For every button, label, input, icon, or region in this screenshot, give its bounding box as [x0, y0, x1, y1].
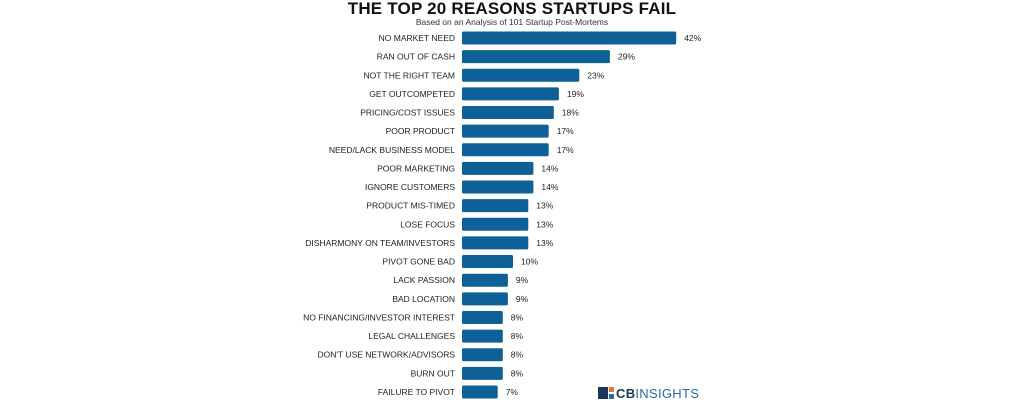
logo-text-insights: INSIGHTS — [635, 385, 700, 401]
category-label: POOR MARKETING — [377, 163, 455, 173]
category-label: GET OUTCOMPETED — [369, 89, 455, 99]
bar — [462, 180, 534, 194]
bar — [462, 348, 503, 362]
category-label: PRODUCT MIS-TIMED — [366, 201, 455, 211]
bar — [462, 217, 529, 231]
data-label: 14% — [541, 163, 558, 173]
data-label: 19% — [567, 89, 584, 99]
category-label: NOT THE RIGHT TEAM — [364, 70, 455, 80]
category-label: LEGAL CHALLENGES — [368, 331, 455, 341]
data-label: 13% — [536, 201, 553, 211]
bar — [462, 106, 554, 120]
data-label: 9% — [516, 275, 529, 285]
bar — [462, 292, 508, 306]
data-label: 42% — [684, 33, 701, 43]
category-label: DON'T USE NETWORK/ADVISORS — [318, 350, 456, 360]
data-label: 8% — [511, 350, 524, 360]
chart-subtitle: Based on an Analysis of 101 Startup Post… — [415, 17, 609, 27]
data-label: 9% — [516, 294, 529, 304]
bar — [462, 31, 677, 45]
logo-text-cb: CB — [616, 385, 636, 401]
bar — [462, 255, 513, 269]
data-label: 8% — [511, 368, 524, 378]
data-label: 17% — [557, 126, 574, 136]
category-label: NEED/LACK BUSINESS MODEL — [329, 145, 455, 155]
category-label: RAN OUT OF CASH — [377, 52, 455, 62]
category-label: BURN OUT — [411, 368, 455, 378]
category-label: DISHARMONY ON TEAM/INVESTORS — [305, 238, 455, 248]
data-label: 14% — [541, 182, 558, 192]
data-label: 29% — [618, 52, 635, 62]
category-label: PRICING/COST ISSUES — [360, 108, 455, 118]
bar — [462, 329, 503, 343]
chart-title: THE TOP 20 REASONS STARTUPS FAIL — [347, 0, 677, 18]
bar — [462, 68, 580, 82]
bar — [462, 273, 508, 287]
data-label: 17% — [557, 145, 574, 155]
data-label: 18% — [562, 108, 579, 118]
data-label: 10% — [521, 257, 538, 267]
bar — [462, 161, 534, 175]
data-label: 13% — [536, 219, 553, 229]
bar — [462, 366, 503, 380]
data-label: 7% — [506, 387, 519, 397]
bar — [462, 199, 529, 213]
category-label: IGNORE CUSTOMERS — [365, 182, 455, 192]
category-label: LACK PASSION — [393, 275, 455, 285]
category-label: BAD LOCATION — [392, 294, 455, 304]
data-label: 8% — [511, 331, 524, 341]
data-label: 13% — [536, 238, 553, 248]
bar — [462, 50, 610, 64]
bar — [462, 87, 559, 101]
cbinsights-logo: CB INSIGHTS — [598, 385, 700, 401]
category-label: FAILURE TO PIVOT — [378, 387, 455, 397]
data-label: 23% — [587, 70, 604, 80]
category-label: NO FINANCING/INVESTOR INTEREST — [303, 312, 455, 322]
cbinsights-logo-icon — [598, 387, 614, 399]
category-label: POOR PRODUCT — [386, 126, 455, 136]
bar — [462, 143, 549, 157]
bar — [462, 236, 529, 250]
category-label: LOSE FOCUS — [400, 219, 455, 229]
bar — [462, 310, 503, 324]
category-label: PIVOT GONE BAD — [382, 257, 455, 267]
bar — [462, 385, 498, 399]
bar — [462, 124, 549, 138]
data-label: 8% — [511, 312, 524, 322]
category-label: NO MARKET NEED — [379, 33, 455, 43]
